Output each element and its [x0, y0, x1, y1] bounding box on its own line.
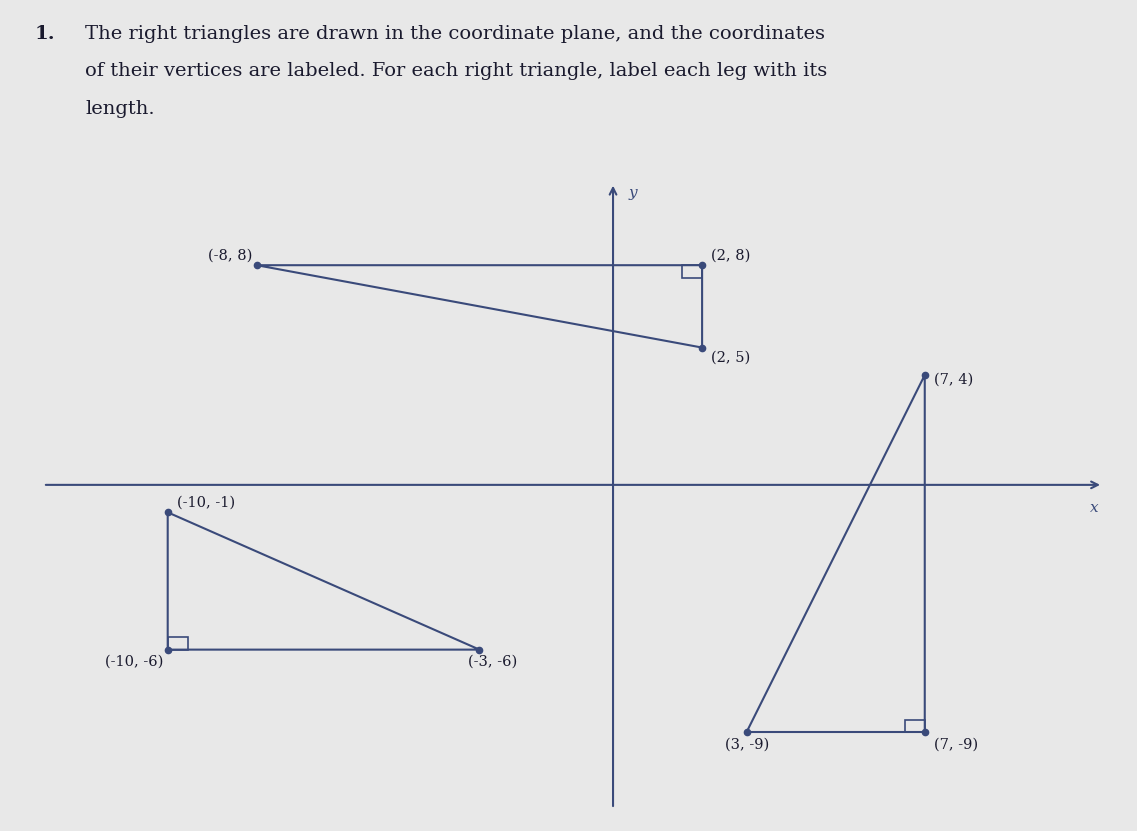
Text: (-8, 8): (-8, 8): [208, 248, 252, 263]
Text: of their vertices are labeled. For each right triangle, label each leg with its: of their vertices are labeled. For each …: [85, 62, 828, 81]
Text: (7, 4): (7, 4): [933, 372, 973, 386]
Text: y: y: [629, 185, 637, 199]
Text: length.: length.: [85, 100, 155, 118]
Text: (2, 8): (2, 8): [711, 248, 750, 263]
Text: (-10, -1): (-10, -1): [176, 495, 234, 509]
Text: x: x: [1089, 501, 1098, 515]
Text: (7, -9): (7, -9): [933, 737, 978, 751]
Text: (3, -9): (3, -9): [724, 737, 769, 751]
Text: 1.: 1.: [34, 25, 55, 43]
Text: (-3, -6): (-3, -6): [468, 655, 517, 669]
Text: The right triangles are drawn in the coordinate plane, and the coordinates: The right triangles are drawn in the coo…: [85, 25, 825, 43]
Text: (2, 5): (2, 5): [711, 351, 750, 364]
Text: (-10, -6): (-10, -6): [105, 655, 164, 669]
